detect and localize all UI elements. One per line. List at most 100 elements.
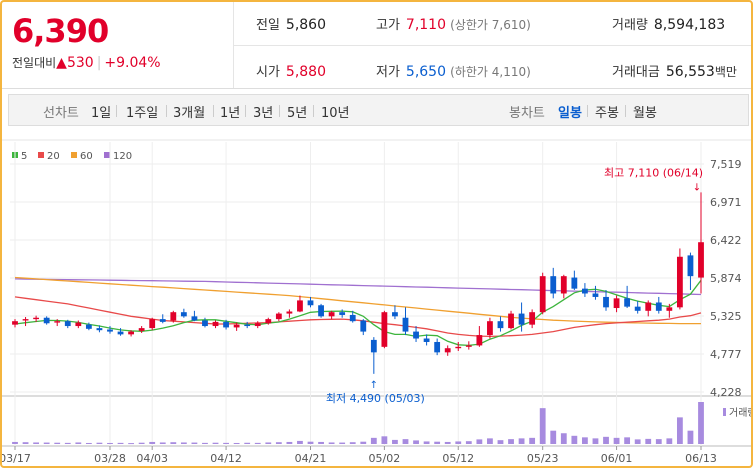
candle-body: [43, 317, 50, 324]
volume-value: 8,594,183: [653, 17, 726, 33]
volume-bar: [592, 438, 599, 444]
volume-bar: [149, 441, 156, 444]
volume-bar: [159, 442, 166, 444]
volume-bar: [423, 441, 430, 444]
volume-bar: [444, 441, 451, 444]
period-10y[interactable]: 10년: [321, 106, 350, 121]
legend-label: 120: [113, 151, 132, 162]
candle-body: [212, 321, 219, 327]
volume-bar: [582, 437, 588, 444]
ma-line-ma60: [14, 276, 701, 325]
candle-body: [518, 313, 525, 325]
candle-body: [698, 242, 704, 278]
candle-body: [85, 324, 92, 329]
candle-body: [360, 320, 367, 332]
candle-body: [54, 321, 61, 323]
candle-body: [307, 300, 314, 306]
candle-body: [413, 331, 419, 339]
candle-body: [254, 323, 261, 327]
candle-body: [455, 346, 462, 349]
high-value: 7,110: [405, 17, 447, 33]
candle-body: [202, 320, 208, 327]
volume-bar: [244, 442, 251, 444]
candlesticks: [12, 192, 704, 374]
candle-body: [465, 345, 472, 347]
chart-grid: [2, 139, 751, 447]
volume-bar: [687, 430, 694, 444]
period-1y[interactable]: 1년: [220, 106, 241, 121]
high-arrow-icon: ↓: [693, 182, 701, 193]
candle-body: [666, 307, 673, 311]
volume-legend-swatch: [723, 408, 726, 416]
volume-bar: [560, 433, 567, 444]
candle-body: [64, 321, 71, 327]
candle-body: [180, 312, 187, 317]
candle-body: [170, 312, 177, 321]
volume-legend-label: 거래량: [729, 407, 753, 419]
ma-line-ma20: [14, 296, 702, 338]
period-1w[interactable]: 1주일: [126, 106, 159, 121]
volume-bar: [508, 439, 514, 444]
volume-bar: [360, 441, 367, 444]
volume-bar: [571, 435, 578, 444]
candle-body: [22, 319, 29, 321]
legend-swatch: [38, 152, 44, 158]
volume-bar: [529, 437, 536, 444]
volume-bar: [328, 442, 335, 444]
volume-bar: [392, 439, 398, 444]
chart-annotations: 최고 7,110 (06/14) ↓ ↑최저 4,490 (05/03): [326, 166, 703, 405]
volume-bar: [170, 442, 177, 444]
volume-bar: [318, 441, 324, 444]
candle-body: [655, 302, 662, 311]
period-1d[interactable]: 1일: [91, 106, 112, 121]
volume-bar: [85, 442, 92, 444]
candle-weekly[interactable]: 주봉: [595, 106, 619, 121]
candle-body: [592, 293, 599, 297]
legend-label: 5: [21, 151, 27, 162]
y-tick-label: 4,228: [710, 386, 742, 399]
volume-bar: [434, 441, 441, 444]
period-3y[interactable]: 3년: [253, 106, 274, 121]
y-tick-label: 5,325: [710, 310, 742, 323]
x-tick-label: 05/12: [442, 452, 474, 465]
volume-bar: [138, 442, 145, 444]
low-annotation: 최저 4,490 (05/03): [326, 392, 425, 405]
candle-body: [676, 256, 683, 308]
prev-close-stat: 전일 5,860: [256, 14, 326, 33]
candle-body: [159, 319, 166, 322]
volume-bar: [54, 442, 61, 444]
y-tick-label: 6,971: [710, 196, 742, 209]
lower-limit: (하한가 4,110): [450, 65, 531, 79]
volume-bar: [497, 440, 504, 444]
volume-bar: [128, 443, 134, 445]
volume-bar: [297, 440, 303, 444]
legend-swatch: [71, 152, 77, 158]
period-5y[interactable]: 5년: [287, 106, 308, 121]
ma-line-ma120: [14, 278, 702, 296]
volume-bar: [12, 441, 18, 444]
legend-label: 60: [80, 151, 93, 162]
toolbar-divider: [625, 105, 626, 117]
volume-bar: [487, 438, 493, 444]
amount-unit: 백만: [714, 65, 737, 79]
x-tick-label: 05/23: [527, 452, 559, 465]
chart-toolbar: 선차트 1일 1주일 3개월 1년 3년 5년 10년 봉차트 일봉 주봉 월봉: [8, 94, 749, 126]
volume-bar: [265, 442, 272, 444]
candle-body: [223, 321, 229, 328]
x-tick-label: 03/17: [2, 452, 31, 465]
candle-body: [117, 331, 124, 335]
header-divider: [234, 45, 751, 46]
candle-body: [265, 319, 272, 324]
candle-body: [539, 276, 546, 313]
candle-chart-label: 봉차트: [509, 106, 545, 121]
candle-daily[interactable]: 일봉: [558, 106, 582, 121]
moving-average-lines: [14, 276, 702, 347]
toolbar-divider: [313, 105, 314, 117]
volume-bar: [381, 436, 388, 444]
change-row: 전일대비▲530 | +9.04%: [12, 54, 161, 71]
candle-body: [275, 313, 282, 320]
period-3m[interactable]: 3개월: [173, 106, 206, 121]
candle-monthly[interactable]: 월봉: [633, 106, 657, 121]
volume-bar: [698, 402, 704, 444]
candle-body: [12, 321, 18, 325]
